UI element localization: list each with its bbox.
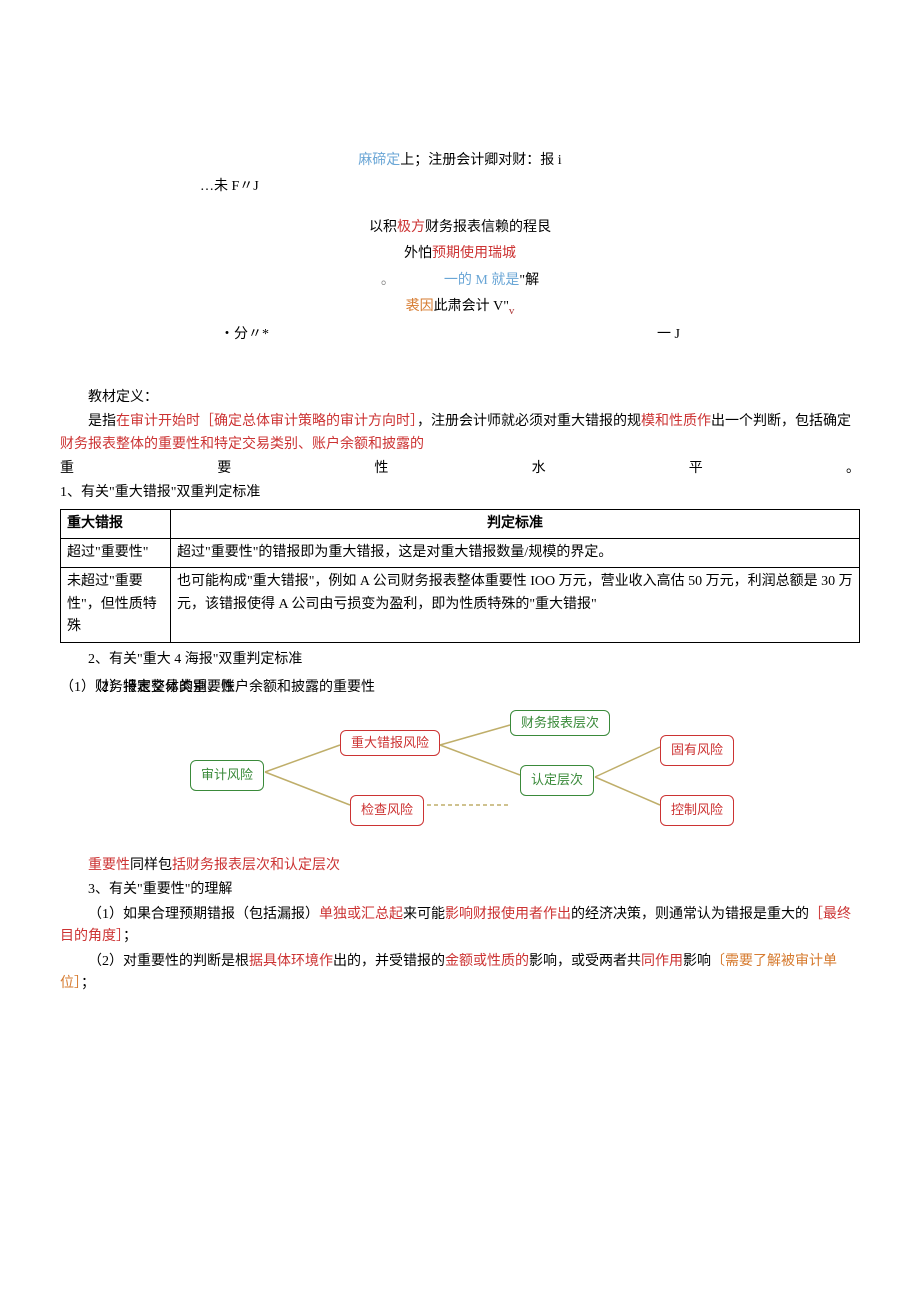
- criteria-table: 重大错报 判定标准 超过"重要性" 超过"重要性"的错报即为重大错报，这是对重大…: [60, 509, 860, 643]
- p2-f: 财务报表整体的重要性和特定交易类别、账户余额和披露的: [60, 437, 424, 452]
- p6-f: 同作用: [641, 954, 683, 969]
- top-fragment-block: 麻碲定上；注册会计卿对财：报 i …未 F〃J 以积极方财务报表信赖的程艮 外怕…: [60, 150, 860, 347]
- p4-b: 同样包: [130, 858, 172, 873]
- top-line-5: 。 一的 M 就是"解: [60, 270, 860, 292]
- p2-b: 在审计开始时［确定总体审计策略的审计方向时］: [116, 414, 417, 429]
- top-line-1: 麻碲定上；注册会计卿对财：报 i: [60, 150, 860, 172]
- p6-i: ；: [81, 976, 95, 991]
- overlap-text-a: （1）财务报表整体的重要性: [60, 677, 235, 699]
- p6-e: 影响，或受两者共: [529, 954, 641, 969]
- table-cell: 超过"重要性"的错报即为重大错报，这是对重大错报数量/规模的界定。: [171, 539, 860, 568]
- p4-c: 括财务报表层次和认定层次: [172, 858, 340, 873]
- table-header-row: 重大错报 判定标准: [61, 509, 860, 538]
- top-line-6: 裘因此肃会计 V"v: [60, 296, 860, 320]
- p5-g: ；: [123, 929, 137, 944]
- frag-1c: 计卿对财：报 i: [470, 153, 561, 168]
- document-body: 教材定义： 是指在审计开始时［确定总体审计策略的审计方向时］，注册会计师就必须对…: [60, 387, 860, 996]
- p5-d: 影响财报使用者作出: [445, 907, 571, 922]
- frag-6sub: v: [509, 305, 515, 317]
- table-row: 超过"重要性" 超过"重要性"的错报即为重大错报，这是对重大错报数量/规模的界定…: [61, 539, 860, 568]
- p2-e: 出一个判断，包括确定: [711, 414, 851, 429]
- frag-7b: 一 J: [657, 324, 680, 346]
- p2-a: 是指: [88, 414, 116, 429]
- table-row: 未超过"重要性"，但性质特殊 也可能构成"重大错报"，例如 A 公司财务报表整体…: [61, 568, 860, 642]
- node-control-risk: 控制风险: [660, 795, 734, 826]
- para-definition: 是指在审计开始时［确定总体审计策略的审计方向时］，注册会计师就必须对重大错报的规…: [60, 411, 860, 456]
- p5-e: 的经济决策，则通常认为错报是重大的: [571, 907, 809, 922]
- frag-5c: "解: [519, 273, 539, 288]
- section-3-title: 3、有关"重要性"的理解: [60, 879, 860, 901]
- section-1-title: 1、有关"重大错报"双重判定标准: [60, 482, 860, 504]
- frag-5a: 。: [381, 273, 395, 288]
- table-cell: 未超过"重要性"，但性质特殊: [61, 568, 171, 642]
- section-2-title: 2、有关"重大 4 海报"双重判定标准: [60, 649, 860, 671]
- table-cell: 超过"重要性": [61, 539, 171, 568]
- audit-risk-diagram: 审计风险 重大错报风险 检查风险 财务报表层次 认定层次 固有风险 控制风险: [160, 705, 760, 845]
- top-line-2: …未 F〃J: [60, 176, 860, 198]
- top-line-4: 外怕预期使用瑞城: [60, 243, 860, 265]
- frag-1a: 麻碲定: [358, 153, 400, 168]
- p2-d: 模和性质作: [641, 414, 711, 429]
- p5-a: （1）如果合理预期错报（包括漏报）: [88, 907, 319, 922]
- frag-7a: ・分〃*: [220, 324, 269, 346]
- frag-3c: 财务报表信赖的程艮: [425, 220, 551, 235]
- p5-b: 单独或汇总起: [319, 907, 403, 922]
- p2-c: ，注册会计师就必须对重大错报的规: [417, 414, 641, 429]
- frag-4a: 外怕: [404, 246, 432, 261]
- top-line-3: 以积极方财务报表信赖的程艮: [60, 217, 860, 239]
- node-audit-risk: 审计风险: [190, 760, 264, 791]
- para-understanding-1: （1）如果合理预期错报（包括漏报）单独或汇总起来可能影响财报使用者作出的经济决策…: [60, 904, 860, 949]
- table-cell: 也可能构成"重大错报"，例如 A 公司财务报表整体重要性 IOO 万元，营业收入…: [171, 568, 860, 642]
- para-justified: 重要性水平。: [60, 458, 860, 480]
- table-header-2: 判定标准: [171, 509, 860, 538]
- p6-g: 影响: [683, 954, 711, 969]
- overlapping-text: （2）特定交易类别、账户余额和披露的重要性 （1）财务报表整体的重要性: [60, 677, 860, 699]
- p6-b: 据具体环境作: [249, 954, 333, 969]
- node-inherent-risk: 固有风险: [660, 735, 734, 766]
- p5-c: 来可能: [403, 907, 445, 922]
- p6-d: 金额或性质的: [445, 954, 529, 969]
- frag-3b: 极方: [397, 220, 425, 235]
- node-assertion-level: 认定层次: [520, 765, 594, 796]
- node-misstatement-risk: 重大错报风险: [340, 730, 440, 756]
- frag-5b: 一的 M 就是: [444, 273, 519, 288]
- p6-c: 出的，并受错报的: [333, 954, 445, 969]
- frag-4b: 预期使用瑞城: [432, 246, 516, 261]
- frag-1b: 上；注册会: [400, 153, 470, 168]
- node-detection-risk: 检查风险: [350, 795, 424, 826]
- frag-6b: 此肃会计 V": [434, 299, 509, 314]
- p4-a: 重要性: [88, 858, 130, 873]
- node-fs-level: 财务报表层次: [510, 710, 610, 736]
- para-importance-levels: 重要性同样包括财务报表层次和认定层次: [60, 855, 860, 877]
- frag-3a: 以积: [369, 220, 397, 235]
- para-definition-label: 教材定义：: [60, 387, 860, 409]
- top-line-7: ・分〃* 一 J: [60, 324, 860, 346]
- para-understanding-2: （2）对重要性的判断是根据具体环境作出的，并受错报的金额或性质的影响，或受两者共…: [60, 951, 860, 996]
- table-header-1: 重大错报: [61, 509, 171, 538]
- p6-a: （2）对重要性的判断是根: [88, 954, 249, 969]
- frag-6a: 裘因: [406, 299, 434, 314]
